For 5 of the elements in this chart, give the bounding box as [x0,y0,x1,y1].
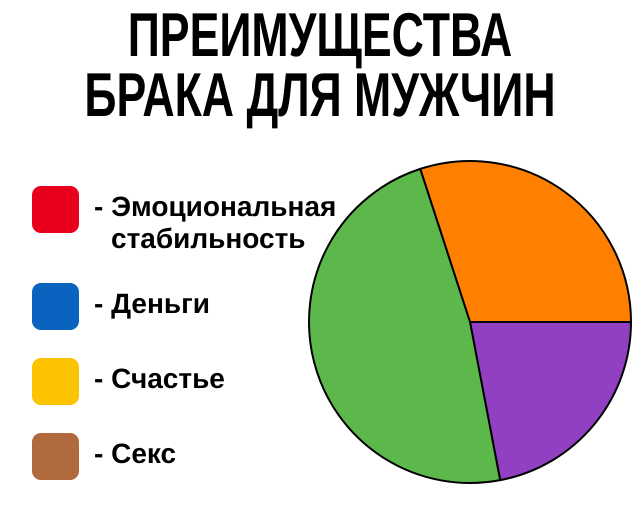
legend-label: - Эмоциональная стабильность [94,190,338,255]
legend-label: - Деньги [94,287,211,320]
chart-title: ПРЕИМУЩЕСТВА БРАКА ДЛЯ МУЖЧИН [83,1,557,130]
legend-label: - Счастье [94,362,226,395]
legend-label: - Секс [94,437,178,470]
